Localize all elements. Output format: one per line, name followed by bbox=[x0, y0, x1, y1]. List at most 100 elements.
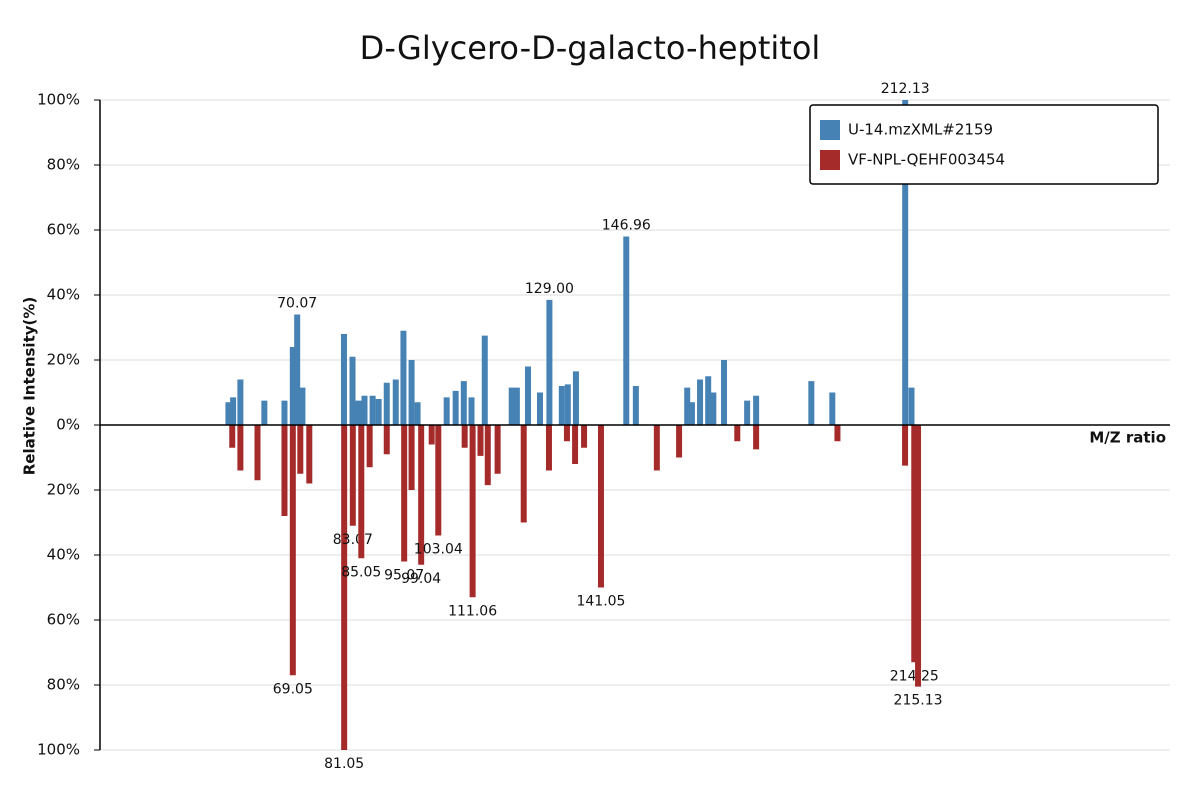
x-axis-label: M/Z ratio bbox=[1089, 429, 1166, 447]
peak-bar bbox=[358, 425, 365, 559]
peak-bar bbox=[902, 100, 909, 425]
peak-bar bbox=[349, 356, 356, 425]
peak-bar bbox=[383, 382, 390, 425]
peak-bar bbox=[581, 425, 588, 448]
legend: U-14.mzXML#2159 VF-NPL-QEHF003454 bbox=[809, 104, 1159, 185]
peak-bar bbox=[297, 425, 304, 474]
peak-label: 103.04 bbox=[414, 542, 463, 558]
peak-bar bbox=[369, 395, 376, 425]
peak-label: 111.06 bbox=[448, 603, 497, 619]
peak-bar bbox=[545, 425, 552, 471]
y-tick-label: 40% bbox=[47, 546, 80, 564]
peak-bar bbox=[237, 425, 244, 471]
peak-bar bbox=[375, 399, 382, 425]
peak-bar bbox=[306, 425, 313, 484]
peak-bar bbox=[915, 425, 922, 687]
peak-bar bbox=[834, 425, 841, 442]
peak-bar bbox=[289, 347, 296, 425]
peak-bar bbox=[676, 425, 683, 458]
peak-label: 214.25 bbox=[890, 668, 939, 684]
peak-bar bbox=[460, 381, 467, 425]
peak-bar bbox=[408, 425, 415, 490]
peak-bar bbox=[469, 425, 476, 598]
peak-bar bbox=[623, 236, 630, 425]
peak-bar bbox=[261, 400, 268, 425]
peak-bar bbox=[477, 425, 484, 456]
peak-bar bbox=[536, 392, 543, 425]
peak-bar bbox=[299, 387, 306, 425]
peak-bar bbox=[340, 334, 347, 425]
y-tick-label: 60% bbox=[47, 221, 80, 239]
y-axis-label: Relative Intensity(%) bbox=[21, 297, 39, 476]
peak-bar bbox=[254, 425, 261, 481]
peak-bar bbox=[564, 384, 571, 425]
peak-bar bbox=[349, 425, 356, 526]
peak-bar bbox=[341, 425, 348, 750]
peak-label: 83.07 bbox=[333, 532, 373, 548]
peak-bar bbox=[753, 395, 760, 425]
legend-swatch bbox=[820, 150, 840, 170]
peak-bar bbox=[508, 387, 515, 425]
peak-bar bbox=[734, 425, 741, 442]
peak-label: 95.07 bbox=[384, 568, 424, 584]
peak-label: 212.13 bbox=[881, 81, 930, 97]
peak-bar bbox=[428, 425, 435, 445]
peak-bar bbox=[911, 425, 918, 663]
peak-bar bbox=[414, 402, 421, 425]
peak-bar bbox=[481, 335, 488, 425]
peak-bar bbox=[546, 299, 553, 425]
y-tick-label: 40% bbox=[47, 286, 80, 304]
peak-bar bbox=[484, 425, 491, 486]
peak-bar bbox=[902, 425, 909, 466]
peak-bar bbox=[461, 425, 468, 448]
peak-bar bbox=[520, 425, 527, 523]
peak-bar bbox=[452, 390, 459, 425]
peak-bar bbox=[237, 379, 244, 425]
peak-bar bbox=[558, 386, 565, 425]
peak-bar bbox=[281, 425, 288, 516]
peak-bar bbox=[494, 425, 501, 474]
y-tick-label: 80% bbox=[47, 156, 80, 174]
peak-bar bbox=[753, 425, 760, 450]
peak-bar bbox=[401, 425, 408, 562]
peak-bar bbox=[294, 314, 301, 425]
peak-label: 85.05 bbox=[341, 564, 381, 580]
peak-bar bbox=[443, 397, 450, 425]
peak-bar bbox=[230, 397, 237, 425]
peak-bar bbox=[710, 392, 717, 425]
peak-bar bbox=[563, 425, 570, 442]
y-tick-label: 20% bbox=[47, 351, 80, 369]
peak-bar bbox=[229, 425, 236, 448]
peak-bar bbox=[435, 425, 442, 536]
peak-bar bbox=[688, 402, 695, 425]
peak-label: 69.05 bbox=[273, 681, 313, 697]
chart-title: D-Glycero-D-galacto-heptitol bbox=[360, 29, 821, 67]
y-tick-label: 80% bbox=[47, 676, 80, 694]
peak-bar bbox=[653, 425, 660, 471]
peak-bar bbox=[525, 366, 531, 425]
peak-bar bbox=[572, 425, 579, 464]
peak-bar bbox=[829, 392, 836, 425]
peak-label: 99.04 bbox=[401, 571, 441, 587]
peak-bar bbox=[281, 400, 288, 425]
peak-label: 81.05 bbox=[324, 756, 364, 772]
peak-bar bbox=[705, 376, 712, 425]
peak-bar bbox=[418, 425, 425, 565]
peak-label: 146.96 bbox=[602, 218, 651, 234]
peak-bar bbox=[808, 381, 815, 425]
legend-label: U-14.mzXML#2159 bbox=[848, 121, 993, 139]
peak-bar bbox=[225, 402, 232, 425]
y-tick-label: 100% bbox=[37, 91, 80, 109]
legend-label: VF-NPL-QEHF003454 bbox=[848, 151, 1005, 169]
peak-bar bbox=[697, 379, 704, 425]
peak-bar bbox=[361, 395, 368, 425]
peak-bar bbox=[392, 379, 399, 425]
peak-bar bbox=[513, 387, 520, 425]
peak-label: 141.05 bbox=[576, 594, 625, 610]
peak-bar bbox=[289, 425, 296, 676]
peak-bar bbox=[684, 387, 691, 425]
peak-bar bbox=[468, 397, 475, 425]
peak-bar bbox=[597, 425, 604, 588]
y-tick-label: 0% bbox=[56, 416, 80, 434]
